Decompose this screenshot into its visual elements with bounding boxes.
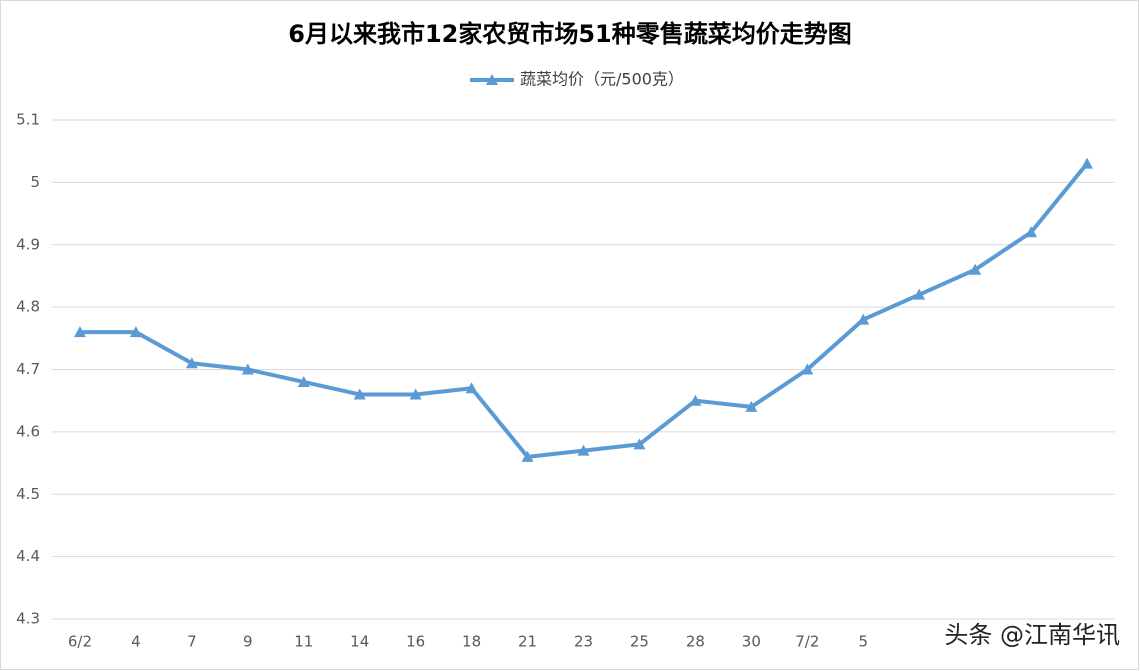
point-marker — [521, 450, 534, 462]
y-tick-label: 4.9 — [16, 235, 40, 253]
point-marker — [129, 326, 142, 338]
x-tick-label: 5 — [858, 633, 868, 651]
x-tick-label: 23 — [574, 633, 593, 651]
y-tick-label: 4.6 — [16, 422, 40, 440]
y-tick-label: 5.1 — [16, 111, 40, 129]
point-marker — [241, 363, 254, 375]
x-tick-label: 9 — [243, 633, 253, 651]
point-marker — [1081, 157, 1094, 169]
y-tick-label: 4.3 — [16, 610, 40, 628]
point-marker — [185, 357, 198, 369]
point-marker — [73, 326, 86, 338]
x-tick-label: 25 — [630, 633, 649, 651]
point-marker — [689, 394, 702, 406]
x-tick-label: 7/2 — [795, 633, 819, 651]
point-marker — [409, 388, 422, 400]
y-tick-label: 5 — [30, 173, 40, 191]
point-marker — [353, 388, 366, 400]
x-tick-label: 28 — [686, 633, 705, 651]
point-marker — [969, 263, 982, 275]
x-tick-label: 16 — [406, 633, 425, 651]
point-marker — [745, 400, 758, 412]
y-tick-label: 4.4 — [16, 547, 40, 565]
chart-title: 6月以来我市12家农贸市场51种零售蔬菜均价走势图 — [288, 20, 852, 48]
x-tick-label: 30 — [742, 633, 761, 651]
point-marker — [297, 375, 310, 387]
x-tick-label: 11 — [294, 633, 313, 651]
x-tick-label: 21 — [518, 633, 537, 651]
point-marker — [465, 382, 478, 394]
y-tick-label: 4.8 — [16, 298, 40, 316]
x-tick-label: 18 — [462, 633, 481, 651]
y-tick-label: 4.7 — [16, 360, 40, 378]
x-tick-label: 7 — [187, 633, 197, 651]
x-tick-label: 4 — [131, 633, 141, 651]
point-marker — [801, 363, 814, 375]
x-tick-label: 14 — [350, 633, 369, 651]
point-marker — [1025, 226, 1038, 238]
point-marker — [913, 288, 926, 300]
legend-label: 蔬菜均价（元/500克） — [520, 70, 684, 89]
x-tick-label: 6/2 — [68, 633, 92, 651]
point-marker — [857, 313, 870, 325]
point-marker — [577, 444, 590, 456]
y-tick-label: 4.5 — [16, 485, 40, 503]
legend-marker — [486, 74, 498, 85]
point-marker — [633, 438, 646, 450]
watermark: 头条 @江南华讯 — [944, 621, 1120, 649]
